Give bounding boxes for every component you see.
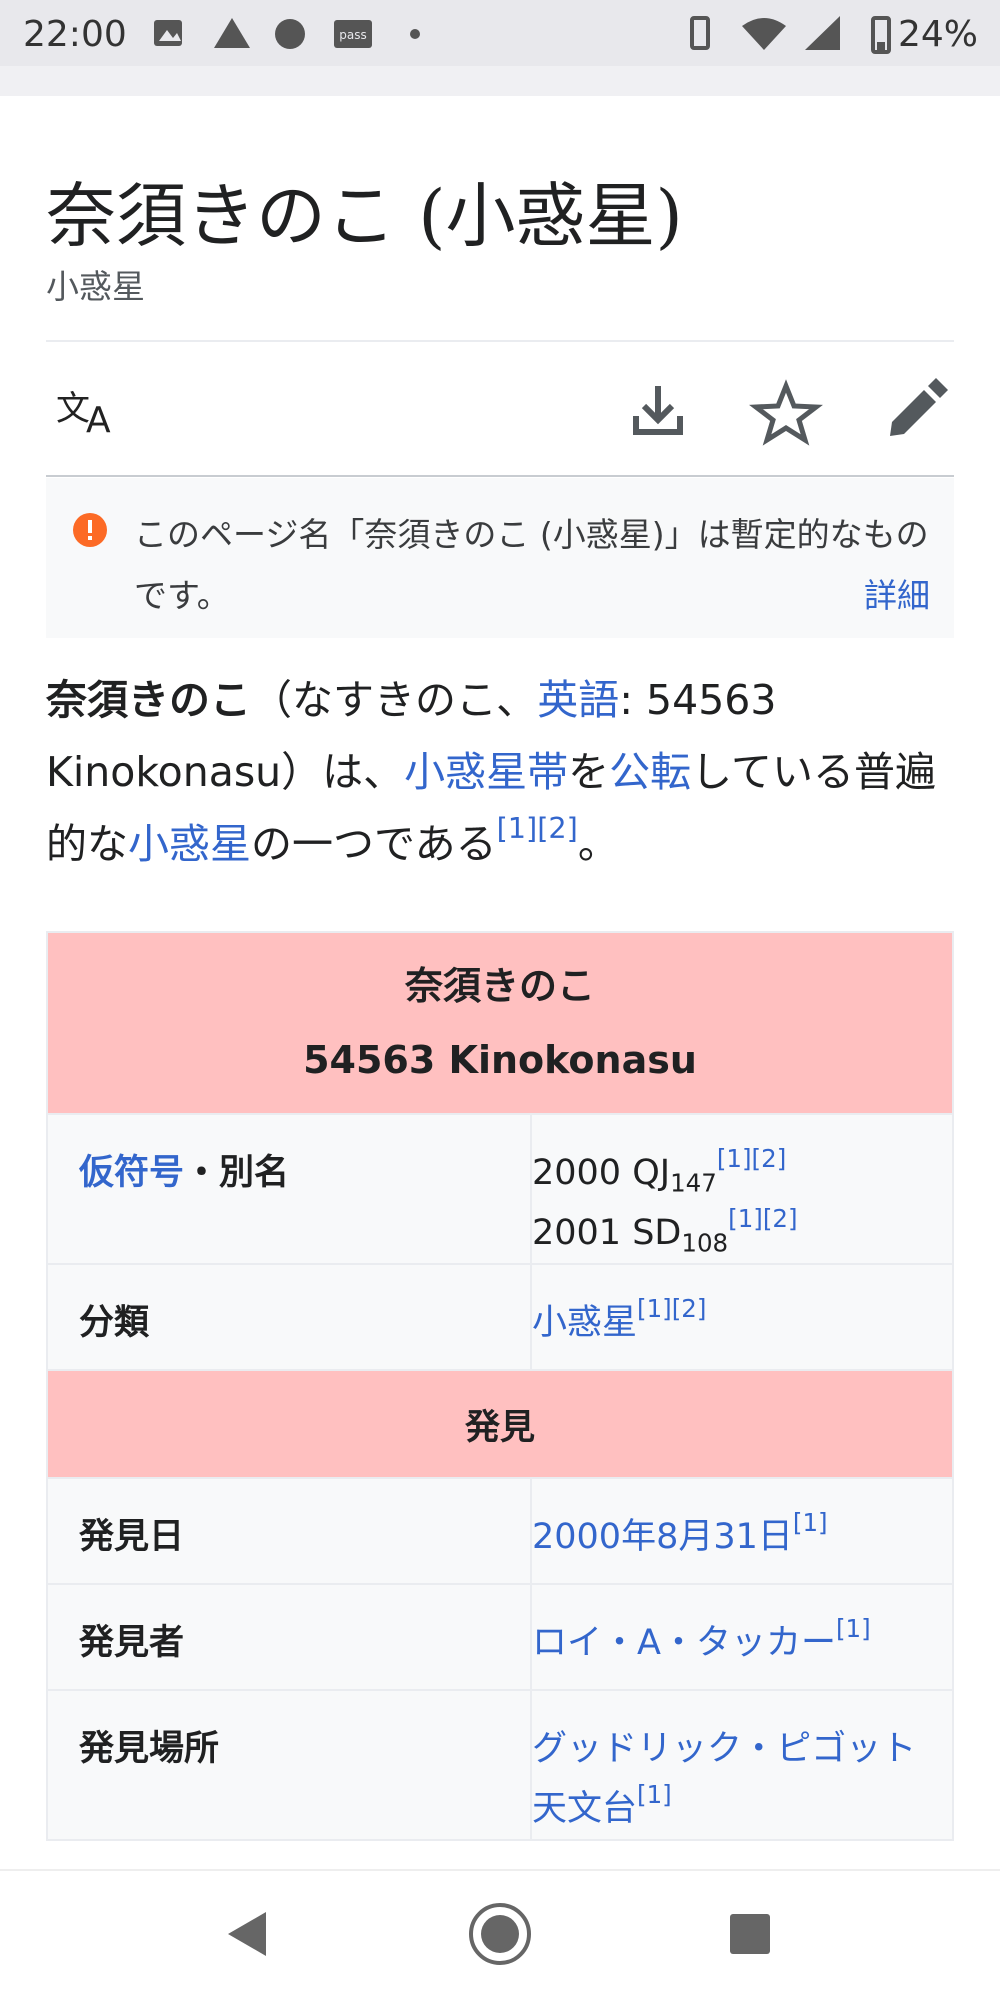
nav-icons	[228, 1903, 770, 1965]
text-bold: 分類	[79, 1303, 150, 1343]
infobox-value-line: ロイ・A・タッカー[1]	[532, 1613, 942, 1673]
edit-button[interactable]	[890, 378, 948, 436]
text-bold: 発見日	[79, 1517, 185, 1557]
warning-icon	[73, 513, 107, 547]
infobox-row: 発見	[46, 1369, 954, 1479]
text-text: 2000 QJ	[532, 1153, 671, 1193]
text-link[interactable]: 小惑星	[532, 1303, 638, 1343]
infobox-section: 発見	[46, 1369, 954, 1479]
system-icons	[690, 16, 840, 50]
watch-button[interactable]	[749, 379, 823, 446]
text-link[interactable]: 小惑星帯	[404, 748, 569, 796]
infobox-label: 仮符号・別名	[46, 1113, 532, 1265]
toolbar: 文 A	[56, 378, 948, 446]
infobox: 奈須きのこ 54563 Kinokonasu 仮符号・別名 2000 QJ147[1]…	[46, 931, 954, 1841]
battery-icon	[871, 16, 891, 54]
status-strip	[0, 66, 1000, 96]
infobox-value: グッドリック・ピゴット天文台[1]	[530, 1689, 954, 1841]
notice-box: このページ名「奈須きのこ (小惑星)」は暫定的なものです。 詳細	[46, 478, 954, 638]
infobox-title-line: 54563 Kinokonasu	[303, 1038, 697, 1082]
text-ref[interactable]: [1]	[835, 1613, 871, 1643]
text-ref[interactable]: [1]	[637, 1779, 672, 1809]
infobox-value-line: 2000年8月31日[1]	[532, 1507, 942, 1567]
infobox-row: 発見場所 グッドリック・ピゴット天文台[1]	[46, 1689, 954, 1841]
infobox-value-line: 小惑星[1][2]	[532, 1293, 942, 1353]
infobox-value-line: 2000 QJ147[1][2]	[532, 1143, 942, 1203]
page-subtitle: 小惑星	[46, 267, 145, 306]
infobox-row: 分類 小惑星[1][2]	[46, 1263, 954, 1371]
text-bold: ・別名	[184, 1153, 290, 1193]
home-button[interactable]	[469, 1903, 531, 1965]
battery-level: 24%	[897, 14, 978, 55]
infobox-value: 小惑星[1][2]	[530, 1263, 954, 1371]
divider	[46, 340, 954, 342]
infobox-header-row: 奈須きのこ 54563 Kinokonasu	[46, 931, 954, 1115]
text-text: している普遍的な	[46, 748, 936, 868]
infobox-label: 分類	[46, 1263, 532, 1371]
divider	[46, 475, 954, 477]
infobox-row: 発見日 2000年8月31日[1]	[46, 1477, 954, 1585]
notification-icons: pass	[154, 18, 420, 49]
infobox-title-line: 奈須きのこ	[404, 964, 595, 1008]
text-text: を	[568, 748, 610, 796]
infobox-row: 発見者 ロイ・A・タッカー[1]	[46, 1583, 954, 1691]
infobox-row: 仮符号・別名 2000 QJ147[1][2] 2001 SD108[1][2]	[46, 1113, 954, 1265]
infobox-label: 発見場所	[46, 1689, 532, 1841]
page-title: 奈須きのこ (小惑星)	[46, 175, 683, 257]
text-bold: 奈須きのこ	[46, 676, 251, 724]
lead-paragraph: 奈須きのこ（なすきのこ、英語: 54563 Kinokonasu）は、小惑星帯を…	[46, 664, 954, 880]
back-button[interactable]	[228, 1912, 266, 1956]
infobox-value: ロイ・A・タッカー[1]	[530, 1583, 954, 1691]
text-text: 。	[577, 820, 619, 868]
text-text: （なすきのこ、	[251, 676, 538, 724]
text-bold: 発見場所	[79, 1729, 220, 1769]
infobox-container: 奈須きのこ 54563 Kinokonasu 仮符号・別名 2000 QJ147[1]…	[46, 931, 954, 1869]
text-link[interactable]: 2000年8月31日	[532, 1517, 793, 1557]
navigation-bar	[0, 1869, 1000, 2002]
text-ref[interactable]: [1][2]	[496, 810, 578, 845]
text-link[interactable]: 仮符号	[79, 1153, 185, 1193]
text-link[interactable]: 英語	[537, 676, 620, 724]
language-button[interactable]: 文 A	[56, 389, 111, 441]
infobox-label: 発見日	[46, 1477, 532, 1585]
svg-text:文: 文	[56, 389, 90, 429]
text-link[interactable]: グッドリック・ピゴット天文台	[532, 1729, 917, 1829]
text-ref[interactable]: [1][2]	[728, 1203, 798, 1233]
text-ref[interactable]: [1][2]	[716, 1143, 787, 1173]
infobox-value: 2000年8月31日[1]	[530, 1477, 954, 1585]
text-text: の一つである	[251, 820, 497, 868]
text-ref[interactable]: [1][2]	[637, 1293, 707, 1323]
infobox-value: 2000 QJ147[1][2] 2001 SD108[1][2]	[530, 1113, 954, 1265]
download-button[interactable]	[633, 386, 683, 435]
recents-button[interactable]	[730, 1914, 770, 1954]
svg-text:A: A	[86, 400, 111, 441]
text-link[interactable]: 小惑星	[128, 820, 251, 868]
text-bold: 発見者	[79, 1623, 185, 1663]
infobox-title: 奈須きのこ 54563 Kinokonasu	[46, 931, 954, 1115]
text-sub: 108	[681, 1228, 729, 1258]
status-bar: 22:00 pass 24%	[0, 0, 1000, 66]
text-link[interactable]: ロイ・A・タッカー	[532, 1623, 836, 1663]
infobox-label: 発見者	[46, 1583, 532, 1691]
infobox-value-line: グッドリック・ピゴット天文台[1]	[532, 1719, 942, 1839]
svg-text:pass: pass	[339, 28, 366, 42]
text-link[interactable]: 公転	[609, 748, 692, 796]
infobox-value-line: 2001 SD108[1][2]	[532, 1203, 942, 1263]
time: 22:00	[23, 14, 127, 55]
text-sub: 147	[670, 1168, 717, 1198]
notice-link[interactable]: 詳細	[864, 576, 930, 615]
text-text: : 54563 Kinokonasu）は、	[46, 676, 777, 796]
text-ref[interactable]: [1]	[792, 1507, 828, 1537]
text-text: 2001 SD	[532, 1213, 682, 1253]
notice-text: このページ名「奈須きのこ (小惑星)」は暫定的なものです。	[134, 515, 929, 615]
